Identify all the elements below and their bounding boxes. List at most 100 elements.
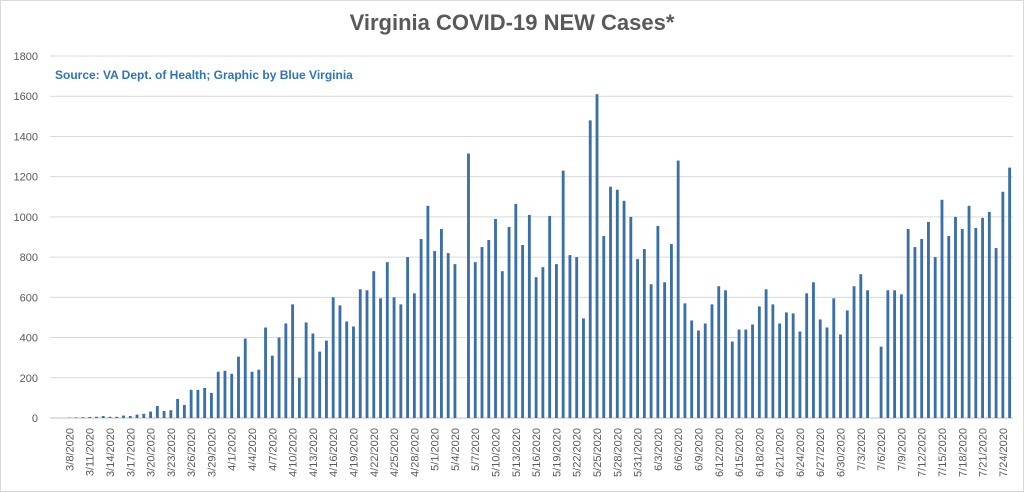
bar: [886, 290, 890, 418]
bar: [987, 211, 991, 418]
x-tick-label: 7/15/2020: [937, 428, 949, 477]
bar: [169, 410, 173, 418]
bar: [81, 417, 85, 418]
y-tick-label: 200: [20, 373, 38, 385]
bar: [250, 371, 254, 418]
bar: [852, 286, 856, 418]
x-tick-label: 4/25/2020: [389, 428, 401, 477]
bar: [358, 289, 362, 418]
bar: [379, 298, 382, 418]
bar: [149, 411, 152, 418]
bar: [446, 253, 450, 418]
bar: [487, 240, 491, 418]
x-tick-label: 4/16/2020: [328, 428, 340, 477]
y-tick-label: 400: [20, 333, 38, 345]
x-tick-label: 4/28/2020: [409, 428, 421, 477]
bar: [304, 322, 308, 418]
bar: [88, 416, 92, 418]
x-tick-label: 6/6/2020: [673, 428, 685, 471]
bar: [237, 356, 240, 418]
y-tick-label: 1800: [14, 51, 38, 63]
bar: [352, 326, 355, 418]
bar: [216, 371, 220, 418]
bar: [629, 216, 633, 418]
x-tick-label: 3/8/2020: [64, 428, 76, 471]
bar: [392, 297, 396, 418]
x-tick-label: 4/19/2020: [348, 428, 360, 477]
bar: [257, 369, 261, 418]
bar: [724, 290, 727, 418]
bar: [561, 170, 565, 418]
x-tick-label: 5/19/2020: [551, 428, 563, 477]
bar: [108, 416, 112, 418]
x-tick-label: 3/20/2020: [146, 428, 158, 477]
x-tick-label: 3/17/2020: [125, 428, 137, 477]
bar: [615, 189, 619, 418]
x-tick-label: 6/27/2020: [815, 428, 827, 477]
x-tick-label: 5/7/2020: [470, 428, 482, 471]
x-tick-label: 6/15/2020: [734, 428, 746, 477]
x-tick-label: 5/1/2020: [430, 428, 442, 471]
bar: [101, 415, 105, 418]
bar: [1001, 191, 1005, 418]
bar: [115, 416, 119, 418]
bar: [203, 387, 207, 418]
x-tick-label: 3/23/2020: [166, 428, 178, 477]
bar: [1008, 167, 1012, 418]
x-tick-label: 3/26/2020: [186, 428, 198, 477]
bar: [128, 415, 132, 418]
bar: [981, 217, 984, 418]
x-tick-label: 3/29/2020: [206, 428, 218, 477]
bar: [122, 415, 125, 418]
x-tick-label: 6/12/2020: [714, 428, 726, 477]
x-tick-label: 4/13/2020: [308, 428, 320, 477]
y-tick-label: 1400: [14, 131, 38, 143]
bar: [940, 199, 944, 418]
bar: [893, 290, 897, 418]
x-tick-label: 7/24/2020: [998, 428, 1010, 477]
bar: [656, 225, 660, 418]
bar: [649, 284, 653, 418]
bar: [264, 327, 267, 418]
bar: [365, 290, 369, 418]
bar: [710, 304, 714, 418]
bar: [534, 277, 538, 418]
bar: [318, 351, 322, 418]
source-annotation: Source: VA Dept. of Health; Graphic by B…: [55, 68, 353, 82]
x-tick-label: 7/18/2020: [957, 428, 969, 477]
bar: [155, 405, 159, 418]
x-tick-label: 5/10/2020: [491, 428, 503, 477]
bar: [480, 247, 484, 418]
bar: [243, 338, 247, 418]
bar: [798, 331, 802, 418]
bar: [805, 293, 809, 418]
bar: [297, 377, 301, 418]
bar: [879, 346, 883, 418]
bar: [913, 247, 917, 418]
bar: [744, 329, 748, 418]
y-tick-label: 800: [20, 252, 38, 264]
bar: [812, 282, 815, 418]
bar: [270, 355, 274, 418]
bar: [385, 262, 389, 418]
bar: [162, 410, 166, 418]
bar: [189, 389, 193, 418]
y-tick-label: 1600: [14, 91, 38, 103]
bar: [453, 264, 457, 418]
bar: [697, 330, 700, 418]
bar: [947, 235, 951, 418]
bar: [548, 215, 552, 418]
bar: [683, 303, 687, 418]
bar: [954, 216, 957, 418]
bar: [771, 304, 775, 418]
bar: [994, 248, 998, 418]
bar: [582, 318, 585, 418]
bar: [176, 398, 180, 418]
bar: [311, 333, 315, 418]
x-tick-label: 7/12/2020: [917, 428, 929, 477]
bar: [182, 404, 186, 418]
x-tick-label: 6/3/2020: [653, 428, 665, 471]
bar: [338, 305, 342, 418]
bar: [960, 228, 964, 418]
bar: [473, 262, 477, 418]
